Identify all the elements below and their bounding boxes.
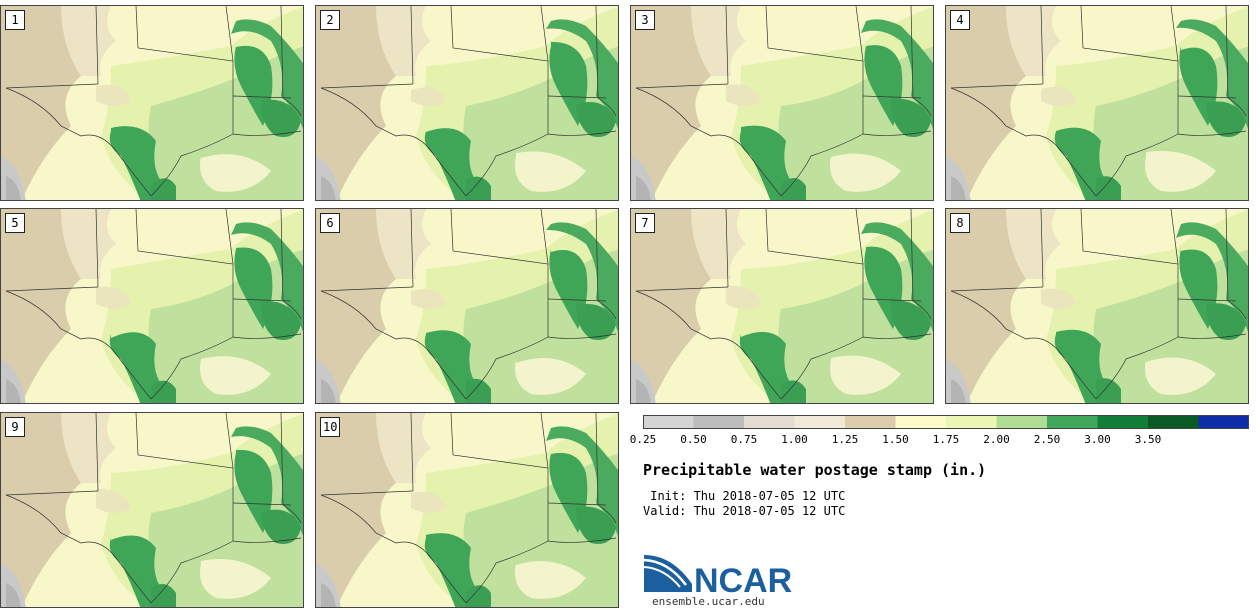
stamp-map xyxy=(631,6,933,200)
ncar-logo-text: NCAR xyxy=(694,562,792,596)
colorbar-frame xyxy=(643,415,1249,429)
colorbar-tick-label: 1.25 xyxy=(831,433,859,446)
colorbar-bin xyxy=(693,415,745,429)
stamp-member-label: 10 xyxy=(320,417,341,437)
ncar-logo: NCAR xyxy=(643,555,792,596)
colorbar-bin xyxy=(643,415,694,429)
stamp-member-label: 6 xyxy=(320,213,340,233)
colorbar xyxy=(643,415,1249,429)
stamp-map xyxy=(316,413,618,607)
colorbar-bin xyxy=(845,415,896,429)
colorbar-tick-label: 1.50 xyxy=(882,433,909,446)
colorbar-bin xyxy=(1148,415,1199,429)
colorbar-bin xyxy=(895,415,947,429)
colorbar-tick-label: 1.00 xyxy=(781,433,808,446)
colorbar-tick-label: 3.50 xyxy=(1134,433,1162,446)
init-time: Init: Thu 2018-07-05 12 UTC xyxy=(643,489,846,503)
stamp-map xyxy=(946,209,1248,403)
stamp-panel: 3 xyxy=(630,5,934,201)
colorbar-bin xyxy=(744,415,795,429)
site-url: ensemble.ucar.edu xyxy=(652,595,765,608)
colorbar-tick-label: 2.00 xyxy=(983,433,1010,446)
colorbar-tick-label: 0.75 xyxy=(730,433,758,446)
stamp-member-label: 1 xyxy=(5,10,25,30)
colorbar-bin xyxy=(946,415,997,429)
stamp-member-label: 4 xyxy=(950,10,970,30)
stamp-panel: 9 xyxy=(0,412,304,608)
ncar-logo-swoosh xyxy=(644,555,692,592)
colorbar-bin xyxy=(1047,415,1098,429)
stamp-panel: 5 xyxy=(0,208,304,404)
colorbar-tick-label: 0.50 xyxy=(680,433,707,446)
stamp-panel: 2 xyxy=(315,5,619,201)
stamp-panel: 4 xyxy=(945,5,1249,201)
stamp-map xyxy=(631,209,933,403)
stamp-panel: 7 xyxy=(630,208,934,404)
stamp-member-label: 9 xyxy=(5,417,25,437)
colorbar-bin xyxy=(794,415,846,429)
stamp-map xyxy=(316,6,618,200)
stamp-member-label: 8 xyxy=(950,213,970,233)
stamp-map xyxy=(316,209,618,403)
stamp-map xyxy=(1,6,303,200)
colorbar-tick-label: 3.00 xyxy=(1084,433,1111,446)
stamp-panel: 6 xyxy=(315,208,619,404)
stamp-member-label: 7 xyxy=(635,213,655,233)
colorbar-bin xyxy=(996,415,1048,429)
stamp-map xyxy=(946,6,1248,200)
stamp-map xyxy=(1,413,303,607)
stamp-panel: 10 xyxy=(315,412,619,608)
valid-time: Valid: Thu 2018-07-05 12 UTC xyxy=(643,504,846,518)
stamp-map xyxy=(1,209,303,403)
plot-title: Precipitable water postage stamp (in.) xyxy=(643,461,987,479)
stamp-member-label: 2 xyxy=(320,10,340,30)
stamp-member-label: 3 xyxy=(635,10,655,30)
colorbar-tick-label: 2.50 xyxy=(1033,433,1061,446)
colorbar-bin xyxy=(1097,415,1149,429)
stamp-member-label: 5 xyxy=(5,213,25,233)
stamp-panel: 1 xyxy=(0,5,304,201)
stamp-panel: 8 xyxy=(945,208,1249,404)
colorbar-bin xyxy=(1198,415,1249,429)
colorbar-tick-label: 1.75 xyxy=(932,433,960,446)
colorbar-tick-label: 0.25 xyxy=(629,433,657,446)
